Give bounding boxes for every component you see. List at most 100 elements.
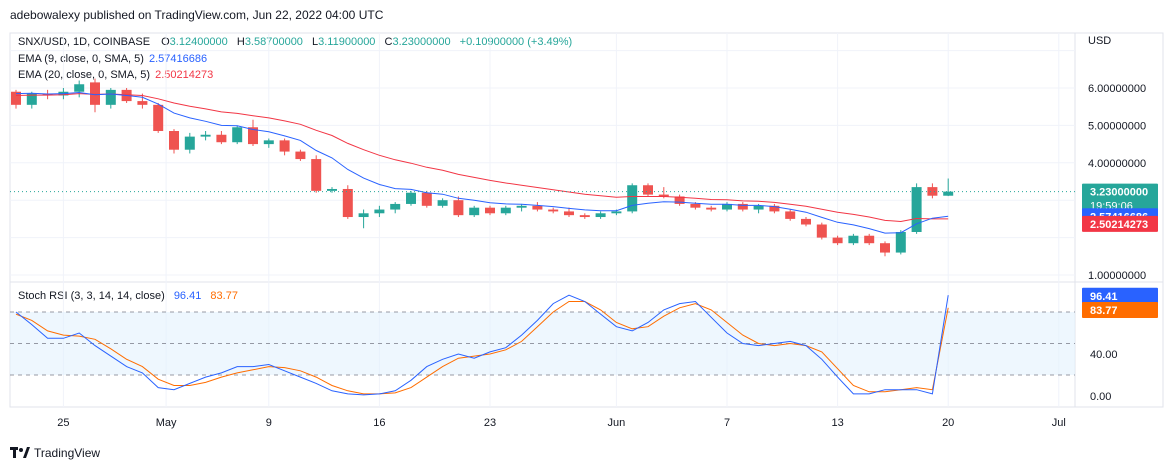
candle-body [943,191,954,196]
ema9-badge-bg [1082,208,1158,225]
candle-body [832,237,843,244]
candle-body [42,93,53,96]
candle [311,155,322,193]
candle-body [643,185,653,195]
candle-body [690,203,701,208]
time-tick-label: 13 [831,417,843,429]
rsi-d-badge-text: 83.77 [1090,305,1118,317]
candle [722,202,732,212]
candle [406,190,416,206]
rsi-d-badge: 83.77 [1082,302,1158,319]
candle [674,194,685,206]
candle-body [611,211,622,214]
candle-body [121,89,132,102]
candle-body [722,203,732,210]
candle-body [200,134,211,137]
candle [500,205,511,216]
candle-body [358,213,369,218]
candle [564,207,574,218]
candle-body [58,91,69,96]
candle [753,203,764,214]
candle-body [295,151,306,160]
symbol-label[interactable]: SNX/USD, 1D, COINBASE [18,36,151,48]
candle [911,183,922,234]
candle-body [342,188,353,218]
ema20-line [15,93,949,223]
candle [832,235,843,246]
rsi-label: Stoch RSI (3, 3, 14, 14, close) [18,290,165,302]
candle [927,183,938,199]
rsi-d-legend-value: 83.77 [210,290,238,302]
candle-body [911,187,922,232]
candle [421,190,432,208]
high-value: 3.58700000 [244,36,303,48]
high-label: H [236,36,245,48]
candle-body [453,200,464,216]
candle [895,230,906,255]
candle-body [137,101,148,105]
candle-body [674,196,685,204]
candle-body [706,207,717,210]
candle-body [311,159,322,191]
candle [595,211,606,219]
candle [706,205,717,212]
candle-body [105,89,116,105]
time-tick-label: 23 [484,417,496,429]
candle [943,178,954,197]
footer: TradingView [10,446,100,460]
price-tick-label: 1.00000000 [1088,270,1146,282]
candle-body [500,207,511,214]
candle-body [785,211,796,219]
candle [469,205,480,218]
candle [643,183,653,197]
candle-body [769,205,780,212]
candle [769,203,780,214]
ema20-label: EMA (20, close, 0, SMA, 5) [18,69,151,81]
candle-body [658,194,669,197]
candle [105,88,116,109]
candle-body [737,203,748,210]
candle-body [485,207,495,214]
rsi-k-legend-value: 96.41 [173,290,202,302]
candle-body [11,91,21,105]
rsi-legend[interactable]: Stoch RSI (3, 3, 14, 14, close) 96.41 83… [18,290,240,302]
candle [327,187,337,193]
candle-body [753,205,764,210]
candle [358,209,369,229]
ema20-legend[interactable]: EMA (20, close, 0, SMA, 5) 2.50214273 [18,69,215,81]
chart-frame [9,32,1164,408]
candle-body [564,211,574,216]
ema20-badge-bg [1082,215,1158,232]
candle [279,138,290,156]
candle-body [26,93,37,105]
candle [200,131,211,141]
candle-body [801,218,811,225]
ema9-badge-text: 2.57416686 [1090,211,1148,223]
candle [390,202,401,214]
candle [342,185,353,219]
price-tick-label: 6.00000000 [1088,83,1146,95]
rsi-k-badge-text: 96.41 [1090,291,1118,303]
candle [184,132,195,154]
time-tick-label: May [156,417,177,429]
last-price-badge-text: 19:59:06 [1090,201,1133,213]
candle [785,209,796,221]
ema9-legend[interactable]: EMA (9, close, 0, SMA, 5) 2.57416686 [18,53,209,65]
candle-body [895,231,906,253]
time-tick-label: 16 [373,417,385,429]
candle [137,93,148,109]
price-tick-label: 4.00000000 [1088,158,1146,170]
candle-body [595,213,606,218]
candle [374,205,385,218]
last-price-badge-bg [1082,183,1158,214]
candle-body [421,192,432,206]
candle-body [279,140,290,152]
candle-body [327,188,337,191]
candle [248,119,258,146]
candle [121,88,132,103]
ema20-legend-value: 2.50214273 [155,69,214,81]
ema20-badge-text: 2.50214273 [1090,219,1148,231]
candle [816,222,827,240]
time-tick-label: 7 [724,417,730,429]
candle-body [184,136,195,150]
